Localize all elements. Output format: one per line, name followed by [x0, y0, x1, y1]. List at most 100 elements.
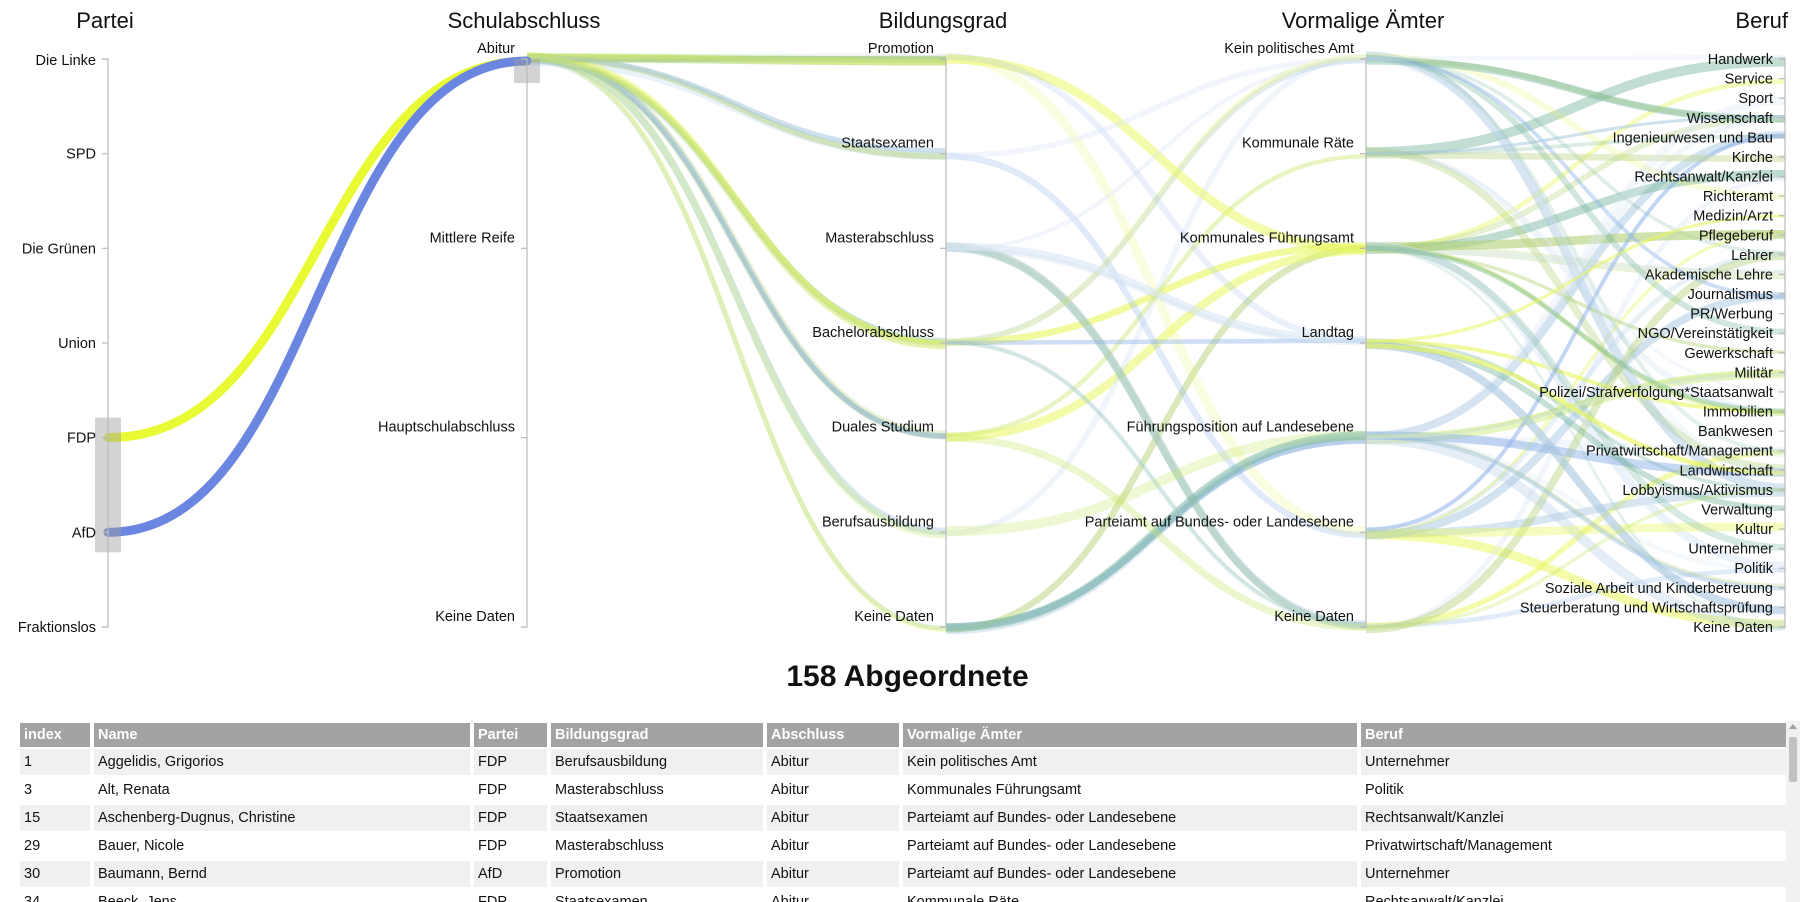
tick-label-union[interactable]: Union: [58, 336, 96, 352]
table-cell-name: Baumann, Bernd: [94, 861, 470, 887]
tick-label-keine-daten[interactable]: Keine Daten: [1274, 609, 1354, 625]
tick-label-bankwesen[interactable]: Bankwesen: [1698, 424, 1773, 440]
tick-label-kirche[interactable]: Kirche: [1732, 150, 1773, 166]
table-cell-abschluss: Abitur: [767, 749, 899, 775]
axis-bildungsgrad[interactable]: Bildungsgrad Promotion Staatsexamen Mastera…: [812, 8, 1007, 628]
tick-label-lobbyismus-aktivismus[interactable]: Lobbyismus/Aktivismus: [1622, 483, 1773, 499]
tick-label-privatwirtschaft-management[interactable]: Privatwirtschaft/Management: [1586, 444, 1773, 460]
table-row[interactable]: 29 Bauer, Nicole FDP Masterabschluss Abitur P…: [20, 833, 1800, 859]
tick-label-gewerkschaft[interactable]: Gewerkschaft: [1684, 346, 1773, 362]
tick-label-pr-werbung[interactable]: PR/Werbung: [1690, 307, 1773, 323]
tick-label-kein-politisches-amt[interactable]: Kein politisches Amt: [1224, 41, 1354, 57]
flow-fdp-to-abitur[interactable]: [103, 56, 532, 443]
table-row[interactable]: 1 Aggelidis, Grigorios FDP Berufsausbildung…: [20, 749, 1800, 775]
tick-label-kommunale-rate[interactable]: Kommunale Räte: [1242, 136, 1354, 152]
tick-label-fuhrungsposition-auf-landesebene[interactable]: Führungsposition auf Landesebene: [1127, 420, 1354, 436]
column-header-partei[interactable]: Partei: [474, 723, 547, 747]
table-cell-beruf: Unternehmer: [1361, 749, 1800, 775]
tick-label-soziale-arbeit-und-kinderbetreuung[interactable]: Soziale Arbeit und Kinderbetreuung: [1545, 581, 1773, 597]
ribbon: [1365, 530, 1786, 629]
ribbon: [945, 57, 1367, 345]
tick-label-keine-daten[interactable]: Keine Daten: [854, 609, 934, 625]
tick-label-medizin-arzt[interactable]: Medizin/Arzt: [1693, 209, 1773, 225]
table-cell-name: Alt, Renata: [94, 777, 470, 803]
tick-label-immobilien[interactable]: Immobilien: [1703, 405, 1773, 421]
tick-label-ngo-vereinstatigkeit[interactable]: NGO/Vereinstätigkeit: [1638, 326, 1773, 342]
tick-label-spd[interactable]: SPD: [66, 147, 96, 163]
tick-label-mittlere-reife[interactable]: Mittlere Reife: [430, 230, 515, 246]
table-cell-index: 29: [20, 833, 90, 859]
scroll-thumb[interactable]: [1789, 737, 1797, 782]
tick-label-keine-daten[interactable]: Keine Daten: [1693, 620, 1773, 636]
column-header-beruf[interactable]: Beruf: [1361, 723, 1800, 747]
tick-label-ingenieurwesen-und-bau[interactable]: Ingenieurwesen und Bau: [1613, 130, 1773, 146]
tick-label-promotion[interactable]: Promotion: [868, 41, 934, 57]
column-header-vormalige-amter[interactable]: Vormalige Ämter: [903, 723, 1357, 747]
tick-label-hauptschulabschluss[interactable]: Hauptschulabschluss: [378, 420, 515, 436]
tick-label-landtag[interactable]: Landtag: [1302, 325, 1354, 341]
tick-label-berufsausbildung[interactable]: Berufsausbildung: [822, 514, 934, 530]
flow-afd-to-abitur[interactable]: [103, 56, 532, 537]
party-flows-layer: [103, 56, 532, 537]
table-row[interactable]: 30 Baumann, Bernd AfD Promotion Abitur Partei…: [20, 861, 1800, 887]
column-header-abschluss[interactable]: Abschluss: [767, 723, 899, 747]
tick-label-masterabschluss[interactable]: Masterabschluss: [825, 230, 934, 246]
tick-label-rechtsanwalt-kanzlei[interactable]: Rechtsanwalt/Kanzlei: [1634, 170, 1773, 186]
column-header-bildungsgrad[interactable]: Bildungsgrad: [551, 723, 763, 747]
deputies-table-container[interactable]: index Name Partei Bildungsgrad Abschluss Vorm…: [20, 721, 1800, 902]
ribbon: [945, 54, 1367, 345]
tick-label-militar[interactable]: Militär: [1734, 365, 1773, 381]
table-cell-partei: FDP: [474, 749, 547, 775]
tick-label-bachelorabschluss[interactable]: Bachelorabschluss: [812, 325, 934, 341]
tick-label-die-linke[interactable]: Die Linke: [36, 53, 96, 69]
tick-label-wissenschaft[interactable]: Wissenschaft: [1687, 111, 1773, 127]
tick-label-steuerberatung-und-wirtschaftsprufung[interactable]: Steuerberatung und Wirtschaftsprüfung: [1520, 600, 1773, 616]
table-cell-partei: AfD: [474, 861, 547, 887]
table-row[interactable]: 34 Beeck, Jens FDP Staatsexamen Abitur Kommun…: [20, 889, 1800, 902]
table-cell-name: Beeck, Jens: [94, 889, 470, 902]
ribbon: [1365, 131, 1786, 441]
tick-label-fdp[interactable]: FDP: [67, 431, 96, 447]
axis-vormalige-amter[interactable]: Vormalige Ämter Kein politisches Amt Kommu…: [1085, 8, 1445, 628]
tick-label-handwerk[interactable]: Handwerk: [1708, 52, 1774, 68]
tick-label-pflegeberuf[interactable]: Pflegeberuf: [1699, 228, 1774, 244]
tick-label-abitur[interactable]: Abitur: [477, 41, 515, 57]
ribbon: [1365, 245, 1786, 414]
tick-label-service[interactable]: Service: [1725, 72, 1773, 88]
axis-partei[interactable]: Partei Die Linke SPD Die Grünen Union FDP AfD F…: [18, 8, 134, 636]
column-header-index[interactable]: index: [20, 723, 90, 747]
tick-label-fraktionslos[interactable]: Fraktionslos: [18, 620, 96, 636]
tick-label-staatsexamen[interactable]: Staatsexamen: [841, 136, 934, 152]
tick-label-unternehmer[interactable]: Unternehmer: [1688, 542, 1773, 558]
tick-label-akademische-lehre[interactable]: Akademische Lehre: [1645, 267, 1773, 283]
tick-label-afd[interactable]: AfD: [72, 525, 96, 541]
ribbon: [1365, 340, 1786, 615]
tick-label-polizei-strafverfolgung-staatsanwalt[interactable]: Polizei/Strafverfolgung*Staatsanwalt: [1539, 385, 1773, 401]
ribbon: [526, 52, 947, 440]
column-header-name[interactable]: Name: [94, 723, 470, 747]
tick-label-parteiamt-auf-bundes-oder-landesebene[interactable]: Parteiamt auf Bundes- oder Landesebene: [1085, 514, 1354, 530]
tick-label-keine-daten[interactable]: Keine Daten: [435, 609, 515, 625]
table-row[interactable]: 15 Aschenberg-Dugnus, Christine FDP Staatse…: [20, 805, 1800, 831]
tick-label-landwirtschaft[interactable]: Landwirtschaft: [1680, 463, 1774, 479]
tick-label-sport[interactable]: Sport: [1738, 91, 1773, 107]
axis-schulabschluss[interactable]: Schulabschluss Abitur Mittlere Reife Haupts…: [378, 8, 600, 628]
ribbon: [945, 431, 1367, 632]
tick-label-kommunales-fuhrungsamt[interactable]: Kommunales Führungsamt: [1180, 230, 1354, 246]
axis-title-vormalige-amter: Vormalige Ämter: [1282, 8, 1445, 33]
tick-label-duales-studium[interactable]: Duales Studium: [832, 420, 934, 436]
tick-label-die-grunen[interactable]: Die Grünen: [22, 241, 96, 257]
ribbon: [945, 53, 1367, 344]
table-scrollbar[interactable]: [1786, 721, 1800, 902]
table-cell-abschluss: Abitur: [767, 833, 899, 859]
scroll-up-arrow-icon[interactable]: [1789, 724, 1797, 729]
tick-label-richteramt[interactable]: Richteramt: [1703, 189, 1773, 205]
tick-label-verwaltung[interactable]: Verwaltung: [1701, 502, 1773, 518]
tick-label-journalismus[interactable]: Journalismus: [1688, 287, 1773, 303]
table-row[interactable]: 3 Alt, Renata FDP Masterabschluss Abitur Komm…: [20, 777, 1800, 803]
ribbon: [1365, 53, 1786, 200]
tick-label-politik[interactable]: Politik: [1734, 561, 1773, 577]
tick-label-kultur[interactable]: Kultur: [1735, 522, 1773, 538]
axis-beruf[interactable]: Beruf Handwerk Service Sport Wissenschaft Ing…: [1520, 8, 1789, 636]
tick-label-lehrer[interactable]: Lehrer: [1731, 248, 1773, 264]
